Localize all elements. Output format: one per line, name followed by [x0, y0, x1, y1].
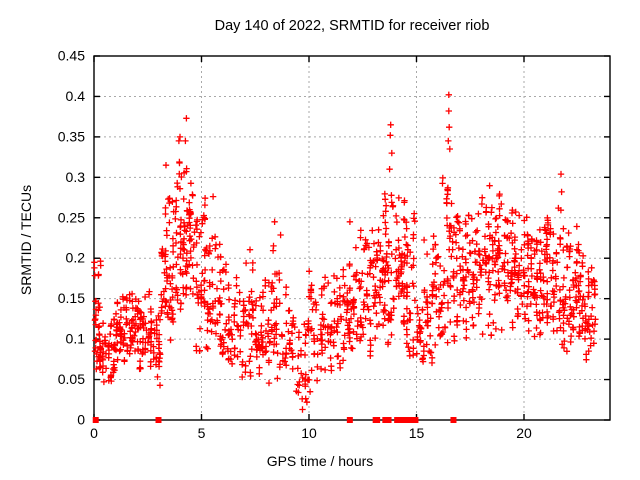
x-tick-label: 10: [301, 425, 317, 441]
data-points: [91, 91, 599, 423]
zero-value-marker: [346, 417, 353, 423]
zero-value-marker: [412, 417, 419, 423]
zero-value-marker: [398, 417, 405, 423]
x-tick-label: 0: [90, 425, 98, 441]
tick-labels: 0 5 10 15 20 0 0.05 0.1 0.15 0.2 0.25 0.3 0.35 0.4 0.4…: [58, 48, 532, 442]
x-tick-label: 5: [198, 425, 206, 441]
y-tick-label: 0.35: [58, 128, 85, 144]
x-tick-label: 15: [409, 425, 425, 441]
y-tick-label: 0.3: [66, 169, 86, 185]
axis-ticks: [93, 55, 610, 421]
y-tick-label: 0.05: [58, 371, 85, 387]
zero-value-marker: [155, 417, 162, 423]
zero-value-marker: [450, 417, 457, 423]
scatter-plus-markers: [91, 91, 599, 413]
zero-value-marker: [92, 417, 99, 423]
y-tick-label: 0.2: [66, 250, 86, 266]
y-tick-label: 0.45: [58, 48, 85, 64]
y-tick-label: 0.1: [66, 331, 86, 347]
y-tick-label: 0.15: [58, 290, 85, 306]
x-axis-label: GPS time / hours: [267, 453, 374, 469]
y-axis-label: SRMTID / TECUs: [18, 185, 34, 295]
chart-title: Day 140 of 2022, SRMTID for receiver rio…: [215, 18, 490, 34]
y-tick-label: 0.4: [66, 88, 86, 104]
x-tick-label: 20: [516, 425, 532, 441]
zero-value-marker: [395, 417, 402, 423]
zero-value-marker: [374, 417, 381, 423]
zero-value-marker: [385, 417, 392, 423]
y-tick-label: 0: [77, 412, 85, 428]
y-tick-label: 0.25: [58, 209, 85, 225]
